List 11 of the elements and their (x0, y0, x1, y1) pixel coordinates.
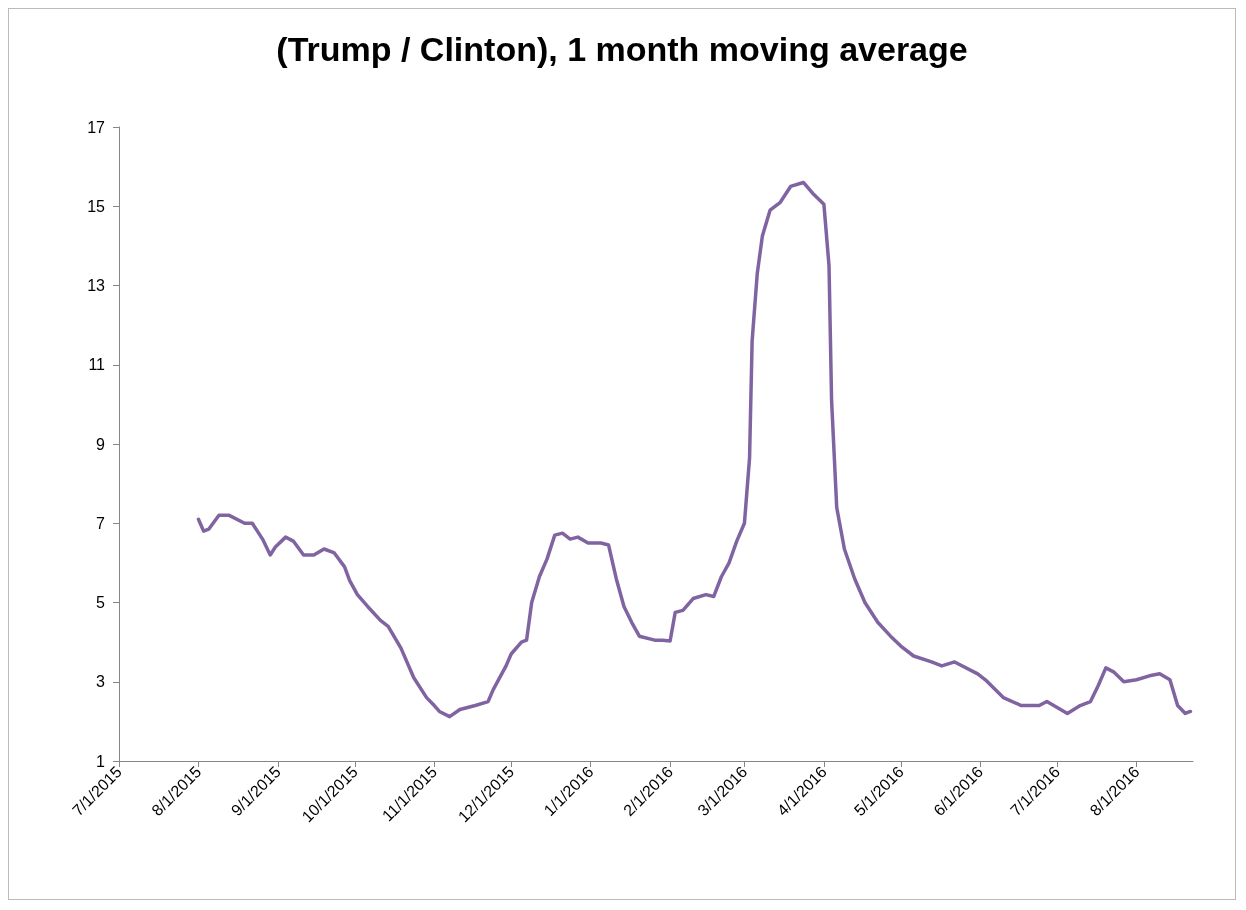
chart-title: (Trump / Clinton), 1 month moving average (276, 30, 968, 68)
y-tick-label: 11 (88, 356, 106, 374)
y-tick-label: 7 (96, 514, 106, 532)
y-tick-label: 13 (87, 277, 106, 294)
y-tick-label: 5 (96, 594, 106, 611)
y-tick-label: 9 (96, 435, 106, 453)
line-series (196, 180, 1193, 719)
y-tick-label: 17 (87, 118, 106, 136)
y-tick-label: 1 (96, 752, 106, 770)
y-tick-label: 3 (96, 673, 106, 691)
y-tick-label: 15 (87, 197, 106, 215)
